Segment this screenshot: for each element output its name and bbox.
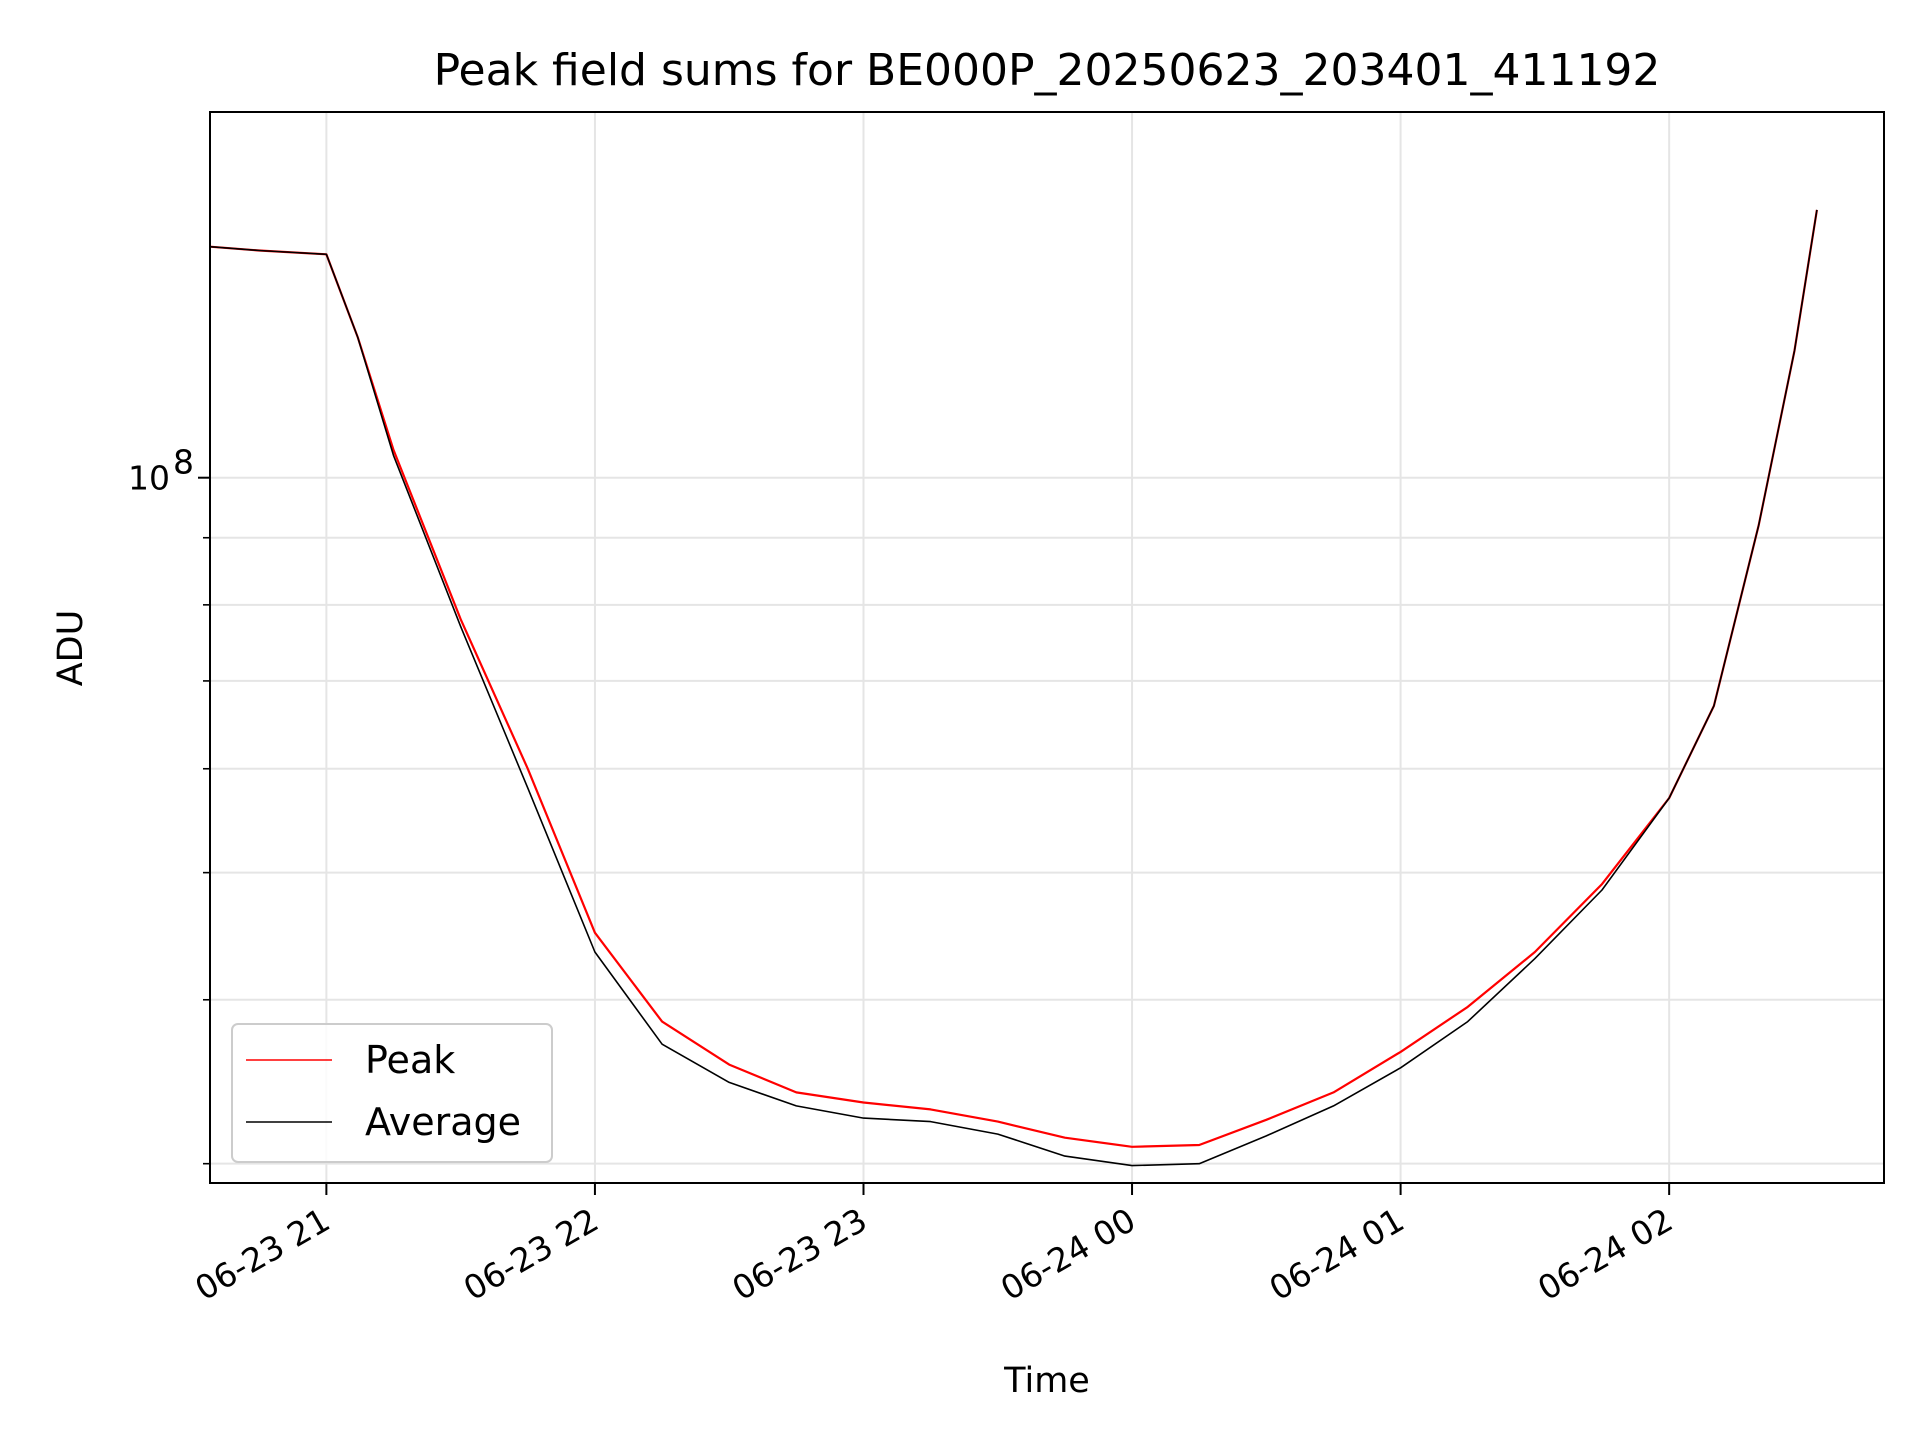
x-axis-label: Time: [1003, 1361, 1090, 1401]
legend-box: [231, 1023, 553, 1163]
y-axis-label: ADU: [51, 610, 91, 687]
legend-label-average: Average: [365, 1100, 521, 1144]
y-tick-exponent: 8: [173, 443, 194, 482]
series-line-peak: [210, 209, 1818, 1148]
chart-title: Peak field sums for BE000P_20250623_2034…: [434, 45, 1661, 96]
grid: [210, 112, 1884, 1183]
series-line-average: [210, 209, 1818, 1167]
legend-label-peak: Peak: [365, 1038, 455, 1082]
plot-frame: [209, 111, 1885, 1184]
series-group: [210, 209, 1818, 1167]
y-tick-label: 10: [128, 459, 170, 498]
legend: Peak Average: [231, 1023, 553, 1163]
